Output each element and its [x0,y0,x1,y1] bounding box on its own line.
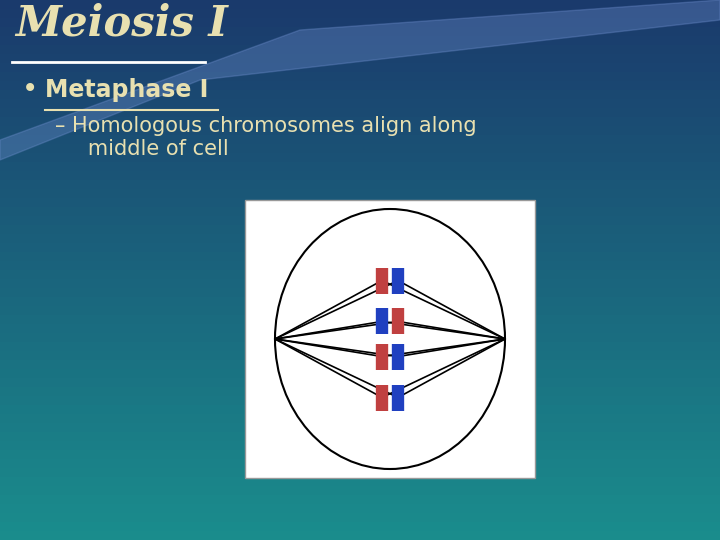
Bar [0,422,720,432]
Bar [0,242,720,252]
Bar [0,359,720,369]
Bar [0,314,720,324]
Bar [245,200,535,478]
Bar [0,206,720,216]
Bar [0,494,720,504]
Bar [0,98,720,108]
Bar [0,305,720,315]
Bar [0,80,720,90]
Bar [0,395,720,405]
Bar [0,233,720,243]
Text: Metaphase I: Metaphase I [45,78,208,102]
Bar [0,143,720,153]
Bar [0,503,720,513]
Bar [0,386,720,396]
Polygon shape [0,0,720,160]
Bar [0,512,720,522]
Ellipse shape [275,209,505,469]
Bar [0,134,720,144]
Bar [0,89,720,99]
Text: middle of cell: middle of cell [68,139,229,159]
Bar [0,530,720,540]
Bar [0,44,720,54]
Bar [0,467,720,477]
Bar [0,251,720,261]
Bar [0,125,720,135]
Bar [0,26,720,36]
Text: – Homologous chromosomes align along: – Homologous chromosomes align along [55,116,477,136]
Bar [0,332,720,342]
Bar [0,521,720,531]
Bar [0,323,720,333]
Bar [0,350,720,360]
Bar [0,107,720,117]
Text: •: • [22,75,38,103]
Bar [0,260,720,270]
Bar [0,440,720,450]
Bar [0,179,720,189]
Bar [0,152,720,162]
Bar [0,476,720,486]
Bar [0,413,720,423]
Bar [0,116,720,126]
Bar [0,377,720,387]
Bar [0,53,720,63]
Bar [0,8,720,18]
Bar [0,35,720,45]
Bar [0,341,720,351]
Bar [0,62,720,72]
Text: Meiosis I: Meiosis I [15,2,228,44]
Bar [0,0,720,9]
Bar [0,485,720,495]
Bar [0,71,720,81]
Bar [0,161,720,171]
Bar [0,287,720,297]
Bar [0,269,720,279]
Bar [0,224,720,234]
Bar [0,278,720,288]
Bar [0,17,720,27]
Bar [0,188,720,198]
Bar [0,431,720,441]
Bar [0,449,720,459]
Bar [0,458,720,468]
Bar [0,296,720,306]
Bar [0,404,720,414]
Bar [0,215,720,225]
Bar [0,197,720,207]
Bar [0,170,720,180]
Bar [0,368,720,378]
